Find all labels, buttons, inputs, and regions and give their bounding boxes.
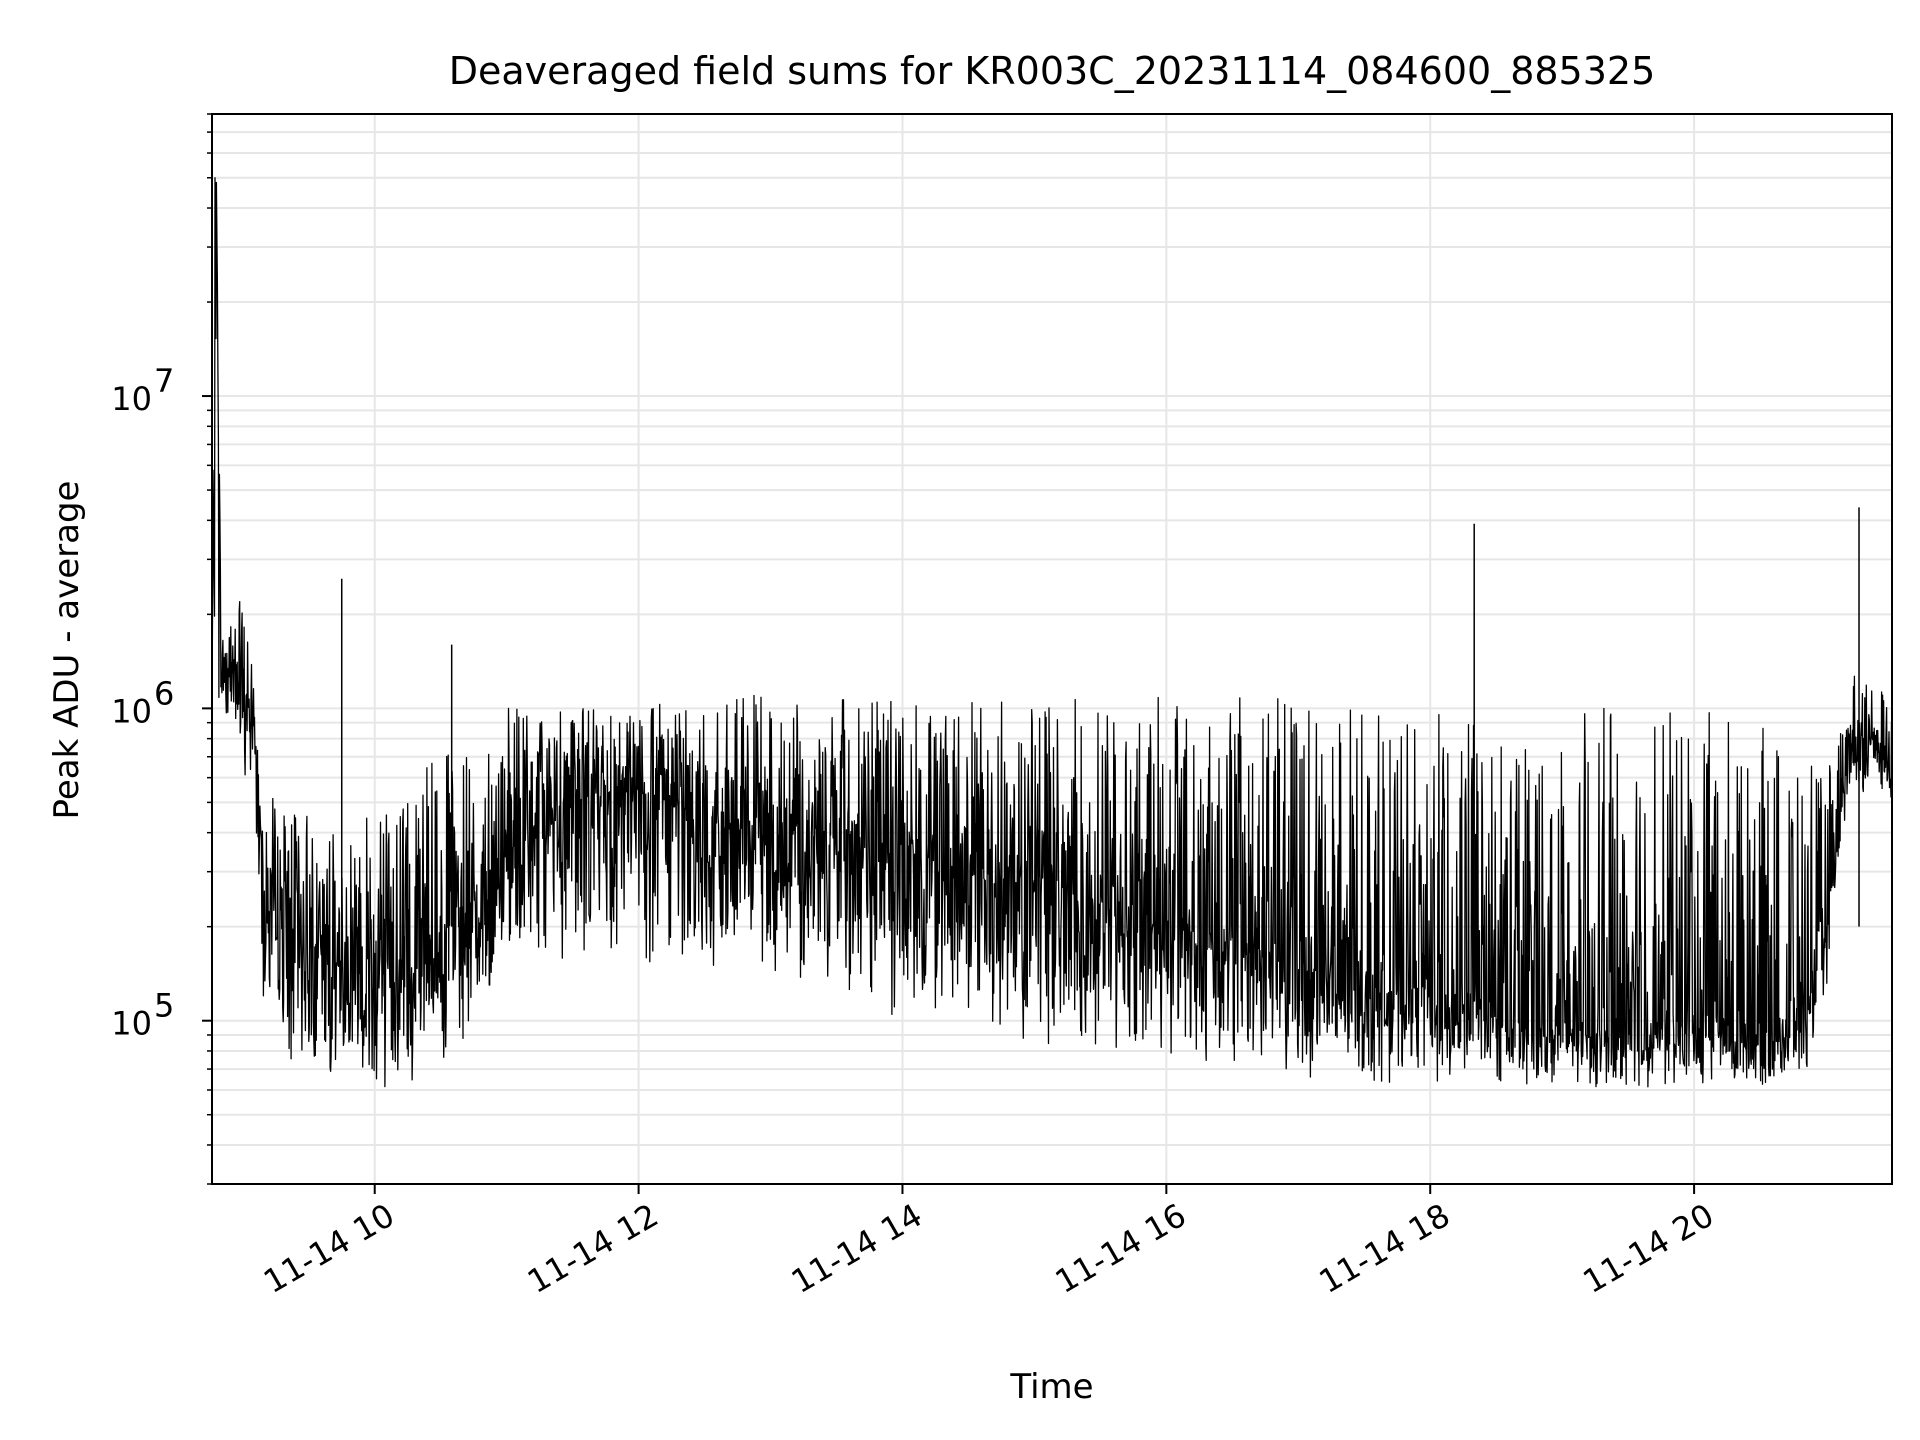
x-axis-label: Time [1009, 1367, 1093, 1407]
series-line [211, 177, 1893, 1088]
y-tick-label: 10 [111, 1005, 152, 1043]
chart-title: Deaveraged field sums for KR003C_2023111… [449, 49, 1656, 93]
y-axis-label: Peak ADU - average [47, 481, 87, 820]
plot-area [211, 177, 1893, 1088]
y-tick-exponent: 6 [154, 674, 174, 712]
y-tick-label: 10 [111, 692, 152, 730]
axes-frame [211, 113, 1893, 1185]
y-tick-exponent: 7 [154, 362, 174, 400]
y-tick-label: 10 [111, 380, 152, 418]
y-tick-exponent: 5 [154, 987, 174, 1025]
